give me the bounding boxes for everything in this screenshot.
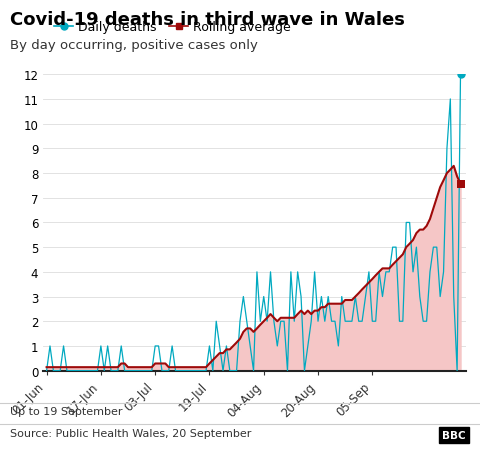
Text: Up to 19 September: Up to 19 September [10,406,122,416]
Text: BBC: BBC [442,430,466,440]
Text: Source: Public Health Wales, 20 September: Source: Public Health Wales, 20 Septembe… [10,428,251,438]
Text: Covid-19 deaths in third wave in Wales: Covid-19 deaths in third wave in Wales [10,11,405,29]
Text: By day occurring, positive cases only: By day occurring, positive cases only [10,39,257,52]
Legend: Daily deaths, Rolling average: Daily deaths, Rolling average [49,16,296,39]
